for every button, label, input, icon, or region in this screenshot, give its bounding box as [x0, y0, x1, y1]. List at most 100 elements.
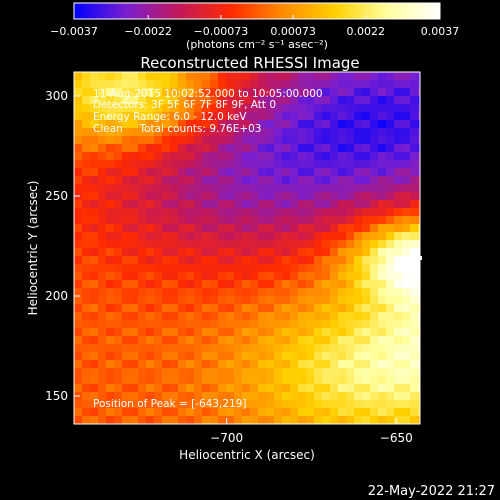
heatmap-cell: [218, 400, 227, 409]
heatmap-cell: [370, 408, 379, 417]
heatmap-cell: [378, 280, 387, 289]
heatmap-cell: [386, 216, 395, 225]
heatmap-cell: [386, 224, 395, 233]
heatmap-cell: [354, 368, 363, 377]
heatmap-cell: [314, 184, 323, 193]
colorbar-tick-label: −0.0022: [124, 25, 172, 38]
heatmap-cell: [98, 72, 107, 81]
heatmap-cell: [338, 320, 347, 329]
heatmap-cell: [242, 376, 251, 385]
heatmap-cell: [146, 208, 155, 217]
heatmap-cell: [402, 272, 411, 281]
heatmap-cell: [386, 264, 395, 273]
heatmap-cell: [178, 184, 187, 193]
heatmap-cell: [370, 176, 379, 185]
heatmap-cell: [170, 392, 179, 401]
heatmap-cell: [170, 416, 179, 425]
heatmap-cell: [210, 176, 219, 185]
heatmap-cell: [218, 408, 227, 417]
heatmap-cell: [282, 352, 291, 361]
heatmap-cell: [146, 376, 155, 385]
heatmap-cell: [218, 120, 227, 129]
heatmap-cell: [330, 256, 339, 265]
heatmap-cell: [394, 400, 403, 409]
heatmap-cell: [298, 96, 307, 105]
heatmap-cell: [122, 408, 131, 417]
heatmap-cell: [178, 192, 187, 201]
heatmap-cell: [154, 200, 163, 209]
heatmap-cell: [314, 272, 323, 281]
heatmap-cell: [74, 360, 83, 369]
heatmap-cell: [82, 384, 91, 393]
y-tick-label: 150: [45, 389, 68, 403]
heatmap-cell: [418, 376, 421, 385]
heatmap-cell: [226, 320, 235, 329]
heatmap-cell: [314, 376, 323, 385]
heatmap-cell: [130, 376, 139, 385]
heatmap-cell: [186, 232, 195, 241]
heatmap-cell: [202, 368, 211, 377]
annotation-detectors: Detectors: 3F 5F 6F 7F 8F 9F, Att 0: [93, 99, 276, 111]
heatmap-cell: [82, 280, 91, 289]
heatmap-cell: [162, 176, 171, 185]
heatmap-cell: [394, 376, 403, 385]
heatmap-cell: [122, 336, 131, 345]
heatmap-cell: [266, 72, 275, 81]
heatmap-cell: [394, 264, 403, 273]
heatmap-cell: [154, 344, 163, 353]
heatmap-cell: [362, 288, 371, 297]
heatmap-cell: [106, 368, 115, 377]
heatmap-cell: [314, 192, 323, 201]
heatmap-cell: [90, 280, 99, 289]
heatmap-cell: [194, 400, 203, 409]
heatmap-cell: [202, 128, 211, 137]
heatmap-cell: [378, 240, 387, 249]
heatmap-cell: [114, 320, 123, 329]
heatmap-cell: [162, 384, 171, 393]
heatmap-cell: [338, 304, 347, 313]
heatmap-cell: [138, 240, 147, 249]
heatmap-cell: [114, 416, 123, 425]
heatmap-cell: [138, 184, 147, 193]
heatmap-cell: [370, 168, 379, 177]
heatmap-cell: [378, 232, 387, 241]
heatmap-cell: [354, 288, 363, 297]
heatmap-cell: [114, 360, 123, 369]
heatmap-cell: [106, 224, 115, 233]
heatmap-cell: [282, 360, 291, 369]
heatmap-cell: [82, 376, 91, 385]
heatmap-cell: [258, 208, 267, 217]
heatmap-cell: [394, 352, 403, 361]
heatmap-cell: [418, 360, 421, 369]
heatmap-cell: [250, 120, 259, 129]
heatmap-cell: [138, 144, 147, 153]
heatmap-cell: [74, 312, 83, 321]
heatmap-cell: [266, 232, 275, 241]
heatmap-cell: [274, 80, 283, 89]
heatmap-cell: [314, 392, 323, 401]
heatmap-cell: [194, 368, 203, 377]
heatmap-cell: [282, 272, 291, 281]
heatmap-cell: [362, 376, 371, 385]
heatmap-cell: [210, 352, 219, 361]
heatmap-cell: [410, 360, 419, 369]
heatmap-cell: [322, 320, 331, 329]
heatmap-cell: [114, 224, 123, 233]
heatmap-cell: [418, 320, 421, 329]
heatmap-cell: [226, 192, 235, 201]
heatmap-cell: [338, 120, 347, 129]
heatmap-cell: [194, 104, 203, 113]
heatmap-cell: [418, 288, 421, 297]
heatmap-cell: [266, 336, 275, 345]
heatmap-cell: [338, 336, 347, 345]
heatmap-cell: [242, 312, 251, 321]
heatmap-cell: [146, 136, 155, 145]
heatmap-cell: [322, 120, 331, 129]
heatmap-cell: [354, 144, 363, 153]
heatmap-cell: [154, 360, 163, 369]
heatmap-cell: [410, 216, 419, 225]
heatmap-cell: [226, 384, 235, 393]
heatmap-cell: [170, 128, 179, 137]
heatmap-cell: [82, 400, 91, 409]
